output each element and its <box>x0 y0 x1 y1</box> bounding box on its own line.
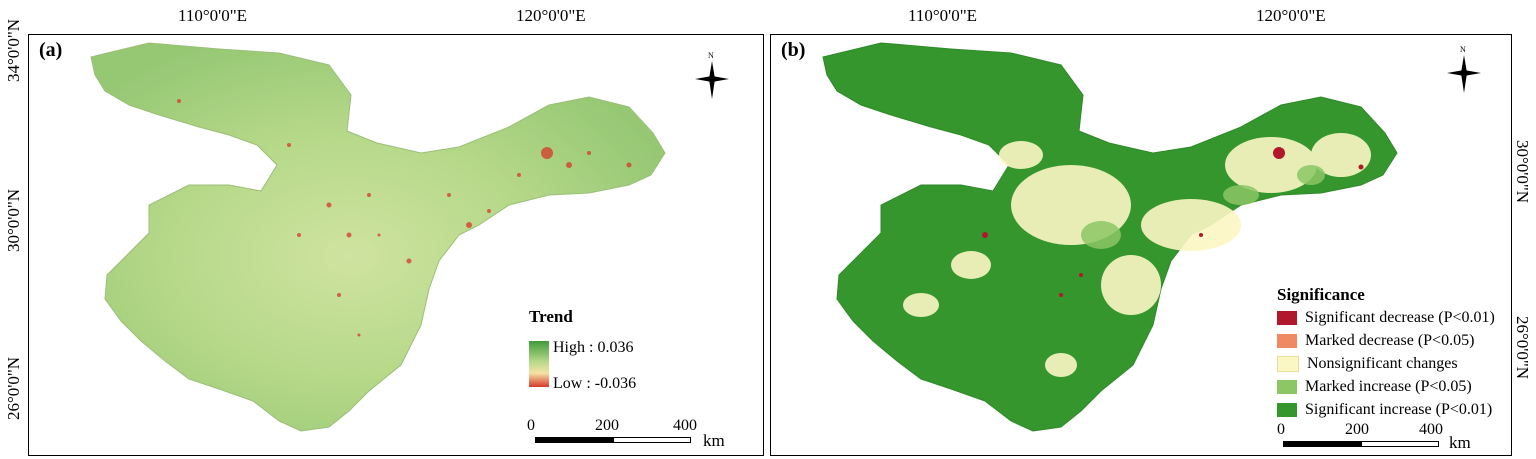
north-arrow-b: N <box>1447 45 1481 93</box>
scale-a-unit: km <box>703 431 725 450</box>
panel-a-label: (a) <box>39 39 63 61</box>
scale-a-bar-black <box>535 437 613 443</box>
legend-a-high: High : 0.036 <box>553 339 634 356</box>
lat-label-30-right: 30°0'0"N <box>1513 140 1532 204</box>
legend-b-swatch-4 <box>1277 403 1297 417</box>
legend-b-title: Significance <box>1277 285 1365 304</box>
legend-b-item-0: Significant decrease (P<0.01) <box>1277 309 1495 327</box>
lat-label-34: 34°0'0"N <box>4 18 23 82</box>
panel-b-map <box>822 42 1398 432</box>
legend-b-item-3: Marked increase (P<0.05) <box>1277 378 1472 396</box>
legend-b-swatch-0 <box>1277 311 1297 325</box>
scale-b-tick-0: 0 <box>1277 421 1285 438</box>
legend-b-swatch-3 <box>1277 380 1297 394</box>
legend-b-item-4: Significant increase (P<0.01) <box>1277 401 1492 419</box>
panel-a: (a) <box>28 34 764 456</box>
north-label-b: N <box>1460 45 1466 54</box>
scale-b-tick-200: 200 <box>1345 421 1369 438</box>
scale-a-bar-white <box>613 437 691 443</box>
legend-a-low: Low : -0.036 <box>553 375 637 392</box>
panel-b-label: (b) <box>781 39 806 61</box>
scale-b-unit: km <box>1449 433 1471 452</box>
scale-b-bar-black <box>1283 441 1361 447</box>
legend-a-title: Trend <box>529 307 573 326</box>
legend-b-item-1: Marked decrease (P<0.05) <box>1277 332 1474 350</box>
lon-label-120-b: 120°0'0"E <box>1256 6 1326 25</box>
north-arrow-a: N <box>695 51 729 99</box>
scale-b-bar-white <box>1361 441 1439 447</box>
panel-b: (b) N <box>770 34 1512 456</box>
decrease-spots-a <box>177 99 632 337</box>
lon-label-110-b: 110°0'0"E <box>908 6 978 25</box>
region-outline-a <box>90 42 666 432</box>
lon-label-110-a: 110°0'0"E <box>178 6 248 25</box>
legend-b-swatch-1 <box>1277 334 1297 348</box>
legend-b-item-2: Nonsignificant changes <box>1277 355 1458 373</box>
marked-increase-areas-b <box>1081 165 1325 249</box>
lat-label-30: 30°0'0"N <box>4 188 23 252</box>
scale-b-tick-400: 400 <box>1419 421 1443 438</box>
legend-b-swatch-2 <box>1277 356 1299 372</box>
scale-a-tick-400: 400 <box>673 417 697 434</box>
scale-a-tick-0: 0 <box>527 417 535 434</box>
lon-label-120-a: 120°0'0"E <box>516 6 586 25</box>
lat-label-26-right: 26°0'0"N <box>1513 316 1532 380</box>
scale-a-tick-200: 200 <box>595 417 619 434</box>
significant-decrease-spots-b <box>982 147 1364 297</box>
north-label-a: N <box>708 51 714 60</box>
legend-a-gradient <box>529 341 549 387</box>
panel-a-map <box>90 42 666 432</box>
lat-label-26: 26°0'0"N <box>4 356 23 420</box>
nonsignificant-areas-b <box>903 133 1371 377</box>
